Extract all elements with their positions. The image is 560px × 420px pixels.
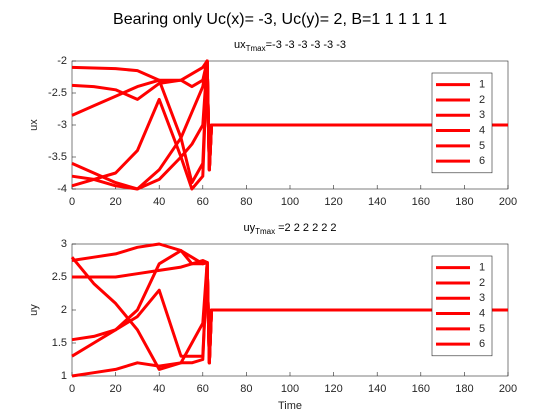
subplot-title: uyTmax =2 2 2 2 2 2	[243, 222, 336, 236]
subtitle-base: ux	[234, 39, 246, 51]
subtitle-base: uy	[243, 222, 255, 234]
y-tick-label: 1.5	[52, 337, 67, 349]
y-axis-label: uy	[28, 304, 40, 316]
x-tick-label: 200	[499, 196, 517, 208]
x-tick-label: 20	[109, 383, 121, 395]
subtitle-rest: =-3 -3 -3 -3 -3 -3	[266, 39, 346, 51]
legend-label: 3	[479, 292, 485, 304]
y-axis-label: ux	[28, 119, 40, 131]
legend-label: 5	[479, 323, 485, 335]
x-tick-label: 60	[197, 196, 209, 208]
legend-label: 4	[479, 307, 485, 319]
legend-label: 2	[479, 277, 485, 289]
y-tick-label: 2	[61, 304, 67, 316]
legend-label: 2	[479, 94, 485, 106]
x-tick-label: 160	[412, 383, 430, 395]
x-tick-label: 40	[153, 383, 165, 395]
x-tick-label: 0	[69, 196, 75, 208]
legend-label: 1	[479, 262, 485, 274]
y-tick-label: -2	[57, 55, 67, 67]
x-tick-label: 120	[324, 196, 342, 208]
x-tick-label: 20	[109, 196, 121, 208]
legend-label: 1	[479, 79, 485, 91]
x-tick-label: 200	[499, 383, 517, 395]
legend-label: 6	[479, 155, 485, 167]
x-tick-label: 0	[69, 383, 75, 395]
x-tick-label: 160	[412, 196, 430, 208]
y-tick-label: 1	[61, 370, 67, 382]
y-tick-label: -3.5	[48, 151, 67, 163]
subtitle-rest: =2 2 2 2 2 2	[275, 222, 336, 234]
y-tick-label: -4	[57, 183, 67, 195]
figure-title: Bearing only Uc(x)= -3, Uc(y)= 2, B=1 1 …	[113, 11, 447, 28]
subplot-title: uxTmax=-3 -3 -3 -3 -3 -3	[234, 39, 346, 53]
series-line	[71, 59, 508, 191]
legend-box	[431, 72, 493, 174]
legend-label: 4	[479, 124, 485, 136]
series-line	[70, 256, 508, 371]
y-tick-label: 2.5	[52, 271, 67, 283]
legend-box	[431, 255, 493, 357]
x-tick-label: 100	[281, 383, 299, 395]
y-tick-label: 3	[61, 238, 67, 250]
y-tick-label: -3	[57, 119, 67, 131]
legend-label: 6	[479, 338, 485, 350]
x-tick-label: 60	[197, 383, 209, 395]
subtitle-sub: Tmax	[255, 227, 275, 236]
legend-label: 5	[479, 140, 485, 152]
x-tick-label: 80	[240, 383, 252, 395]
x-tick-label: 140	[368, 196, 386, 208]
y-tick-label: -2.5	[48, 87, 67, 99]
x-tick-label: 40	[153, 196, 165, 208]
x-tick-label: 120	[324, 383, 342, 395]
subtitle-sub: Tmax	[246, 44, 266, 53]
x-tick-label: 80	[240, 196, 252, 208]
x-tick-label: 100	[281, 196, 299, 208]
x-tick-label: 140	[368, 383, 386, 395]
x-tick-label: 180	[455, 383, 473, 395]
legend-label: 3	[479, 109, 485, 121]
x-tick-label: 180	[455, 196, 473, 208]
x-axis-label: Time	[278, 400, 302, 412]
